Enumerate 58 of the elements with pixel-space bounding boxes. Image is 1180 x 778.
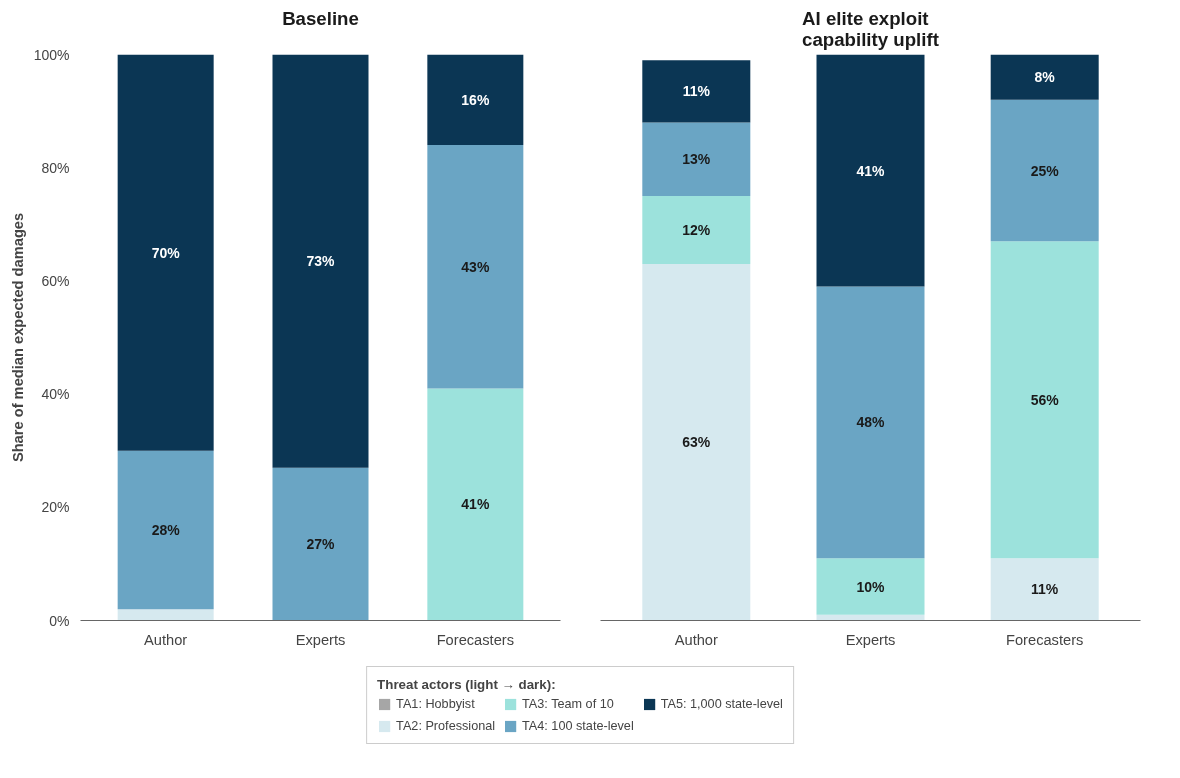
bar: [990, 241, 1099, 559]
legend-label: TA1: Hobbyist: [396, 697, 475, 711]
data-label: 63%: [682, 434, 711, 451]
y-tick-label: 0%: [49, 612, 70, 629]
data-label: 25%: [1030, 162, 1060, 179]
data-label: 70%: [151, 244, 181, 261]
legend-label: TA3: Team of 10: [522, 697, 614, 711]
bar: [990, 99, 1099, 242]
bar: [272, 467, 369, 621]
y-tick-label: 40%: [41, 386, 70, 403]
data-label: 10%: [856, 578, 886, 595]
x-tick-label: Author: [674, 631, 719, 648]
x-tick-label: Experts: [295, 631, 346, 648]
data-label: 41%: [461, 496, 490, 513]
y-tick-label: 20%: [41, 499, 70, 516]
legend-label: TA2: Professional: [396, 719, 496, 733]
x-tick-label: Forecasters: [436, 631, 515, 648]
data-label: 12%: [682, 221, 711, 238]
data-label: 73%: [306, 253, 336, 270]
data-label: 28%: [151, 521, 181, 538]
bar: [816, 286, 925, 559]
bar: [117, 54, 214, 451]
bar: [816, 54, 925, 287]
legend-label: TA5: 1,000 state-level: [660, 697, 783, 711]
bar: [427, 145, 524, 389]
data-label: 8%: [1034, 69, 1056, 86]
chart-title: Baseline: [282, 7, 359, 29]
data-label: 43%: [461, 258, 490, 275]
bar: [117, 450, 214, 610]
legend-title: Threat actors (light → dark):: [377, 677, 557, 692]
bar: [990, 54, 1099, 100]
y-tick-label: 80%: [41, 159, 70, 176]
data-label: 13%: [682, 151, 711, 168]
x-tick-label: Author: [144, 631, 188, 648]
legend-label: TA4: 100 state-level: [522, 719, 634, 733]
bar: [427, 54, 524, 146]
data-label: 27%: [306, 536, 336, 553]
bar: [117, 609, 214, 621]
data-label: 16%: [461, 91, 490, 108]
bar: [272, 54, 369, 468]
bar: [990, 558, 1099, 621]
bar: [642, 122, 751, 196]
x-tick-label: Forecasters: [1006, 631, 1084, 648]
chart-title: AI elite exploit capability uplift: [802, 7, 939, 50]
y-axis-title: Share of median expected damages: [9, 212, 26, 463]
data-label: 11%: [1031, 581, 1059, 598]
data-label: 56%: [1030, 391, 1060, 408]
bar: [642, 263, 751, 621]
data-label: 11%: [682, 83, 711, 100]
x-tick-label: Experts: [845, 631, 896, 648]
bar: [642, 60, 751, 123]
data-label: 41%: [856, 162, 886, 179]
y-tick-label: 60%: [41, 272, 70, 289]
y-tick-label: 100%: [33, 46, 70, 63]
data-label: 48%: [856, 414, 886, 431]
bar: [427, 388, 524, 621]
bar: [642, 196, 751, 264]
bar: [816, 558, 925, 615]
